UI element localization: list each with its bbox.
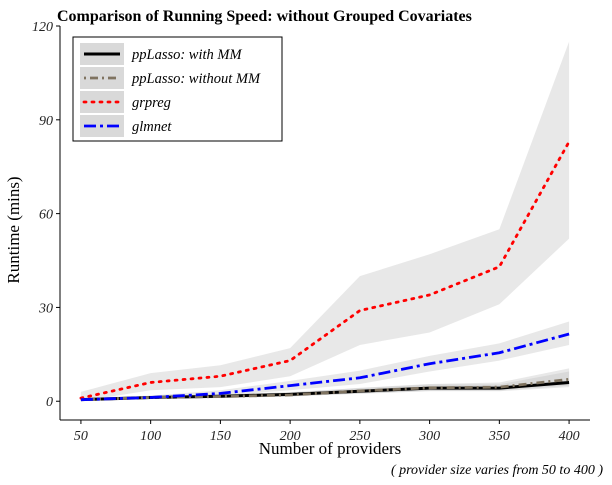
legend-label-pplasso-without-mm: ppLasso: without MM bbox=[131, 71, 261, 87]
legend-label-pplasso-with-mm: ppLasso: with MM bbox=[131, 47, 242, 63]
y-tick-label: 90 bbox=[39, 114, 53, 129]
band-grpreg bbox=[80, 41, 570, 402]
band-glmnet bbox=[80, 321, 570, 401]
y-ticks: 0 30 60 90 120 bbox=[32, 20, 60, 410]
series-lines bbox=[79, 140, 571, 402]
chart-caption: ( provider size varies from 50 to 400 ) bbox=[391, 463, 603, 478]
chart-title: Comparison of Running Speed: without Gro… bbox=[57, 8, 472, 25]
x-tick-label: 50 bbox=[74, 429, 88, 444]
series-line-grpreg bbox=[79, 140, 571, 400]
y-tick-label: 60 bbox=[39, 208, 53, 223]
x-tick-label: 300 bbox=[418, 429, 440, 444]
x-tick-label: 200 bbox=[280, 429, 301, 444]
y-tick-label: 120 bbox=[32, 20, 53, 35]
y-tick-label: 0 bbox=[46, 395, 53, 410]
x-tick-label: 400 bbox=[559, 429, 580, 444]
x-tick-label: 350 bbox=[488, 429, 510, 444]
y-tick-label: 30 bbox=[38, 301, 53, 316]
series-line-glmnet bbox=[80, 332, 570, 402]
x-tick-label: 150 bbox=[210, 429, 231, 444]
legend: ppLasso: with MM ppLasso: without MM grpre… bbox=[72, 36, 283, 142]
legend-label-glmnet: glmnet bbox=[132, 119, 172, 135]
x-ticks: 50 100 150 200 250 300 350 400 bbox=[74, 420, 580, 444]
x-tick-label: 250 bbox=[349, 429, 370, 444]
series-line-pplasso-without-mm bbox=[80, 377, 570, 402]
x-tick-label: 100 bbox=[140, 429, 161, 444]
y-axis-title: Runtime (mins) bbox=[4, 176, 23, 283]
legend-label-grpreg: grpreg bbox=[132, 95, 171, 111]
axes bbox=[59, 26, 590, 421]
x-axis-title: Number of providers bbox=[259, 439, 402, 458]
